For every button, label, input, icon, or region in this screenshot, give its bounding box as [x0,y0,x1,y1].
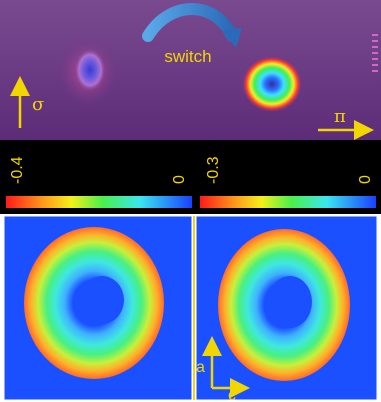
intensity-panel [0,0,381,140]
pi-label: π [334,106,346,127]
colorbar-right [200,196,376,208]
a-axis-label: a [196,359,205,376]
left-spot [74,48,106,92]
right-spot [242,56,302,112]
colorbar-left [6,196,192,208]
switch-arrow [142,3,238,42]
colorbar-left-min-label: -0.4 [9,156,26,184]
map-divider [193,216,195,400]
switch-arrowhead [222,28,242,48]
c-axis-label: c [228,387,236,402]
map-left-core [80,276,124,324]
colorscale-ticks [372,34,378,72]
colorbar-right-max-label: 0 [357,175,374,184]
maps-panel [3,215,378,401]
colorbar-left-max-label: 0 [171,175,188,184]
colorbar-right-min-label: -0.3 [205,156,222,184]
switch-label: switch [164,47,211,66]
map-right-core [268,276,312,328]
sigma-label: σ [32,94,44,115]
colorbar-strip [0,140,381,214]
